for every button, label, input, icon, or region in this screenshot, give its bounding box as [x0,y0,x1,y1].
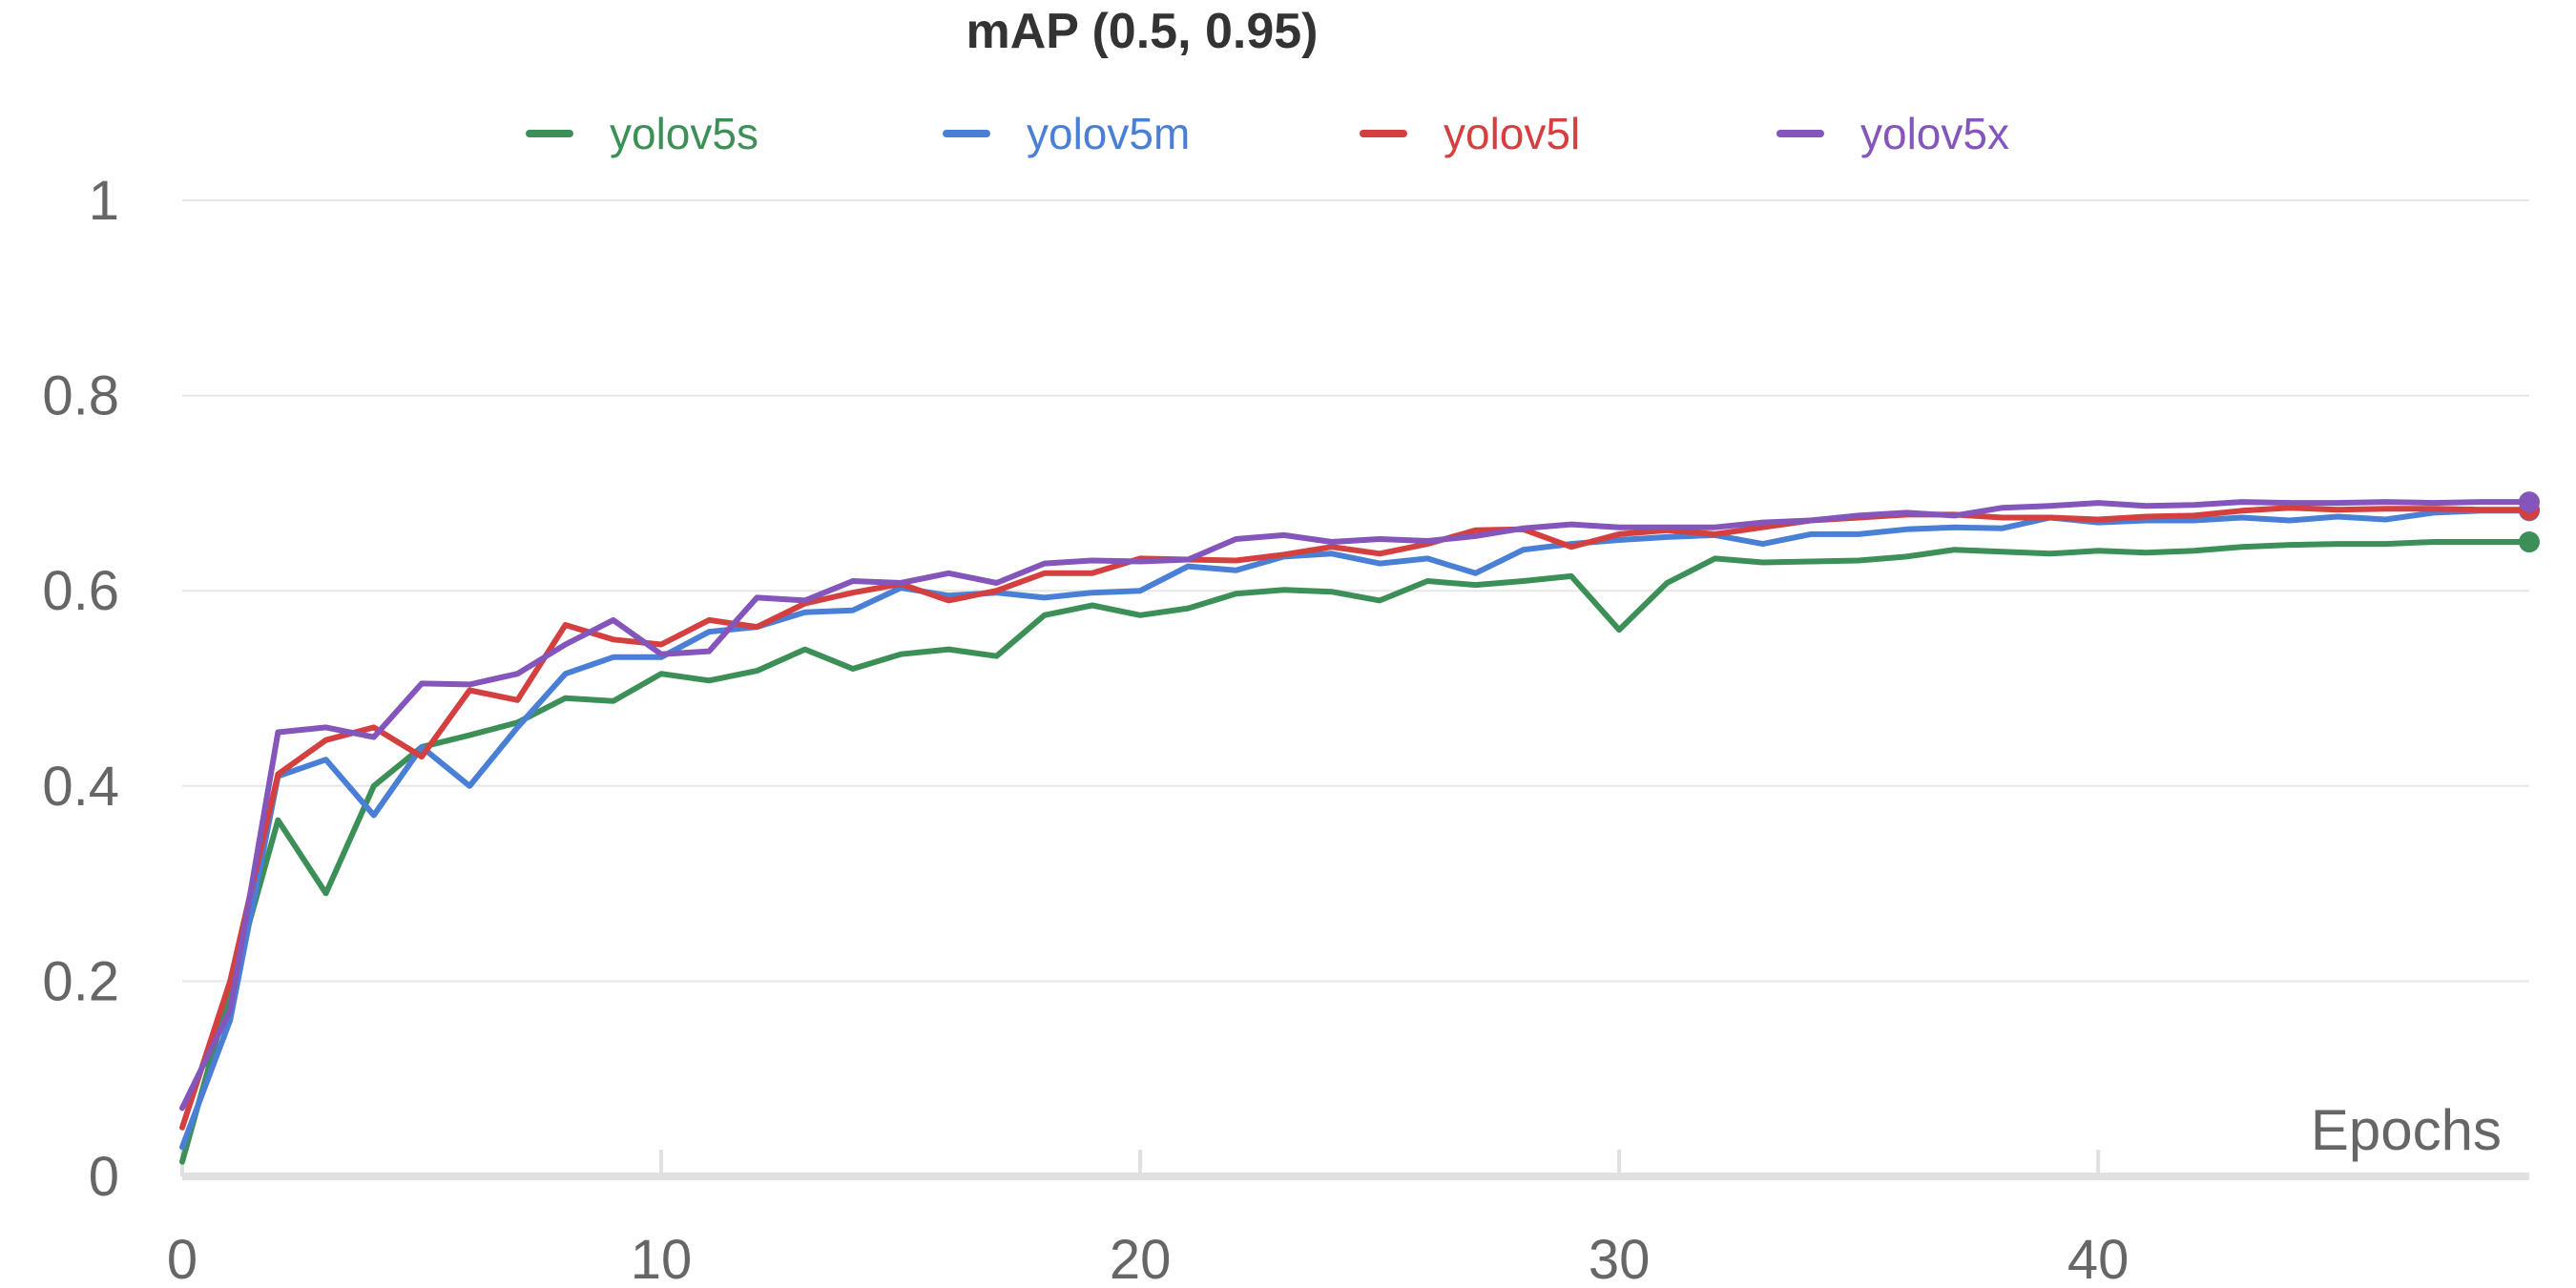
y-tick-label: 0.8 [42,365,119,427]
legend-item-yolov5m[interactable]: yolov5m [943,109,1190,158]
y-tick-label: 0.6 [42,560,119,622]
x-tick-label: 10 [631,1229,693,1288]
x-tick-label: 20 [1110,1229,1172,1288]
legend-item-yolov5x[interactable]: yolov5x [1776,109,2009,158]
legend-label: yolov5m [1027,109,1190,158]
legend-label: yolov5l [1444,109,1580,158]
x-axis-title: Epochs [2311,1098,2502,1162]
series-line-yolov5m [179,508,2532,1151]
series-lines [179,491,2540,1165]
end-point-yolov5x [2519,491,2540,513]
legend-label: yolov5x [1860,109,2009,158]
series-line-yolov5l [179,505,2532,1131]
x-tick-label: 30 [1589,1229,1651,1288]
legend-item-yolov5s[interactable]: yolov5s [526,109,758,158]
legend-item-yolov5l[interactable]: yolov5l [1360,109,1580,158]
chart-title: mAP (0.5, 0.95) [966,4,1318,59]
x-axis [180,1150,2529,1180]
gridlines [182,199,2529,983]
series-line-yolov5s [179,539,2532,1165]
y-tick-label: 0 [89,1146,119,1208]
legend-label: yolov5s [610,109,758,158]
y-tick-label: 1 [89,170,119,232]
x-tick-label: 40 [2067,1229,2129,1288]
tick-labels: 00.20.40.60.810 10 20 30 40 [42,170,2129,1288]
x-tick-label: 0 [167,1229,197,1288]
y-tick-label: 0.4 [42,756,119,818]
end-point-yolov5s [2519,531,2540,553]
series-line-yolov5x [179,499,2532,1111]
legend[interactable]: yolov5s yolov5m yolov5l yolov5x [526,109,2009,158]
y-tick-label: 0.2 [42,950,119,1012]
